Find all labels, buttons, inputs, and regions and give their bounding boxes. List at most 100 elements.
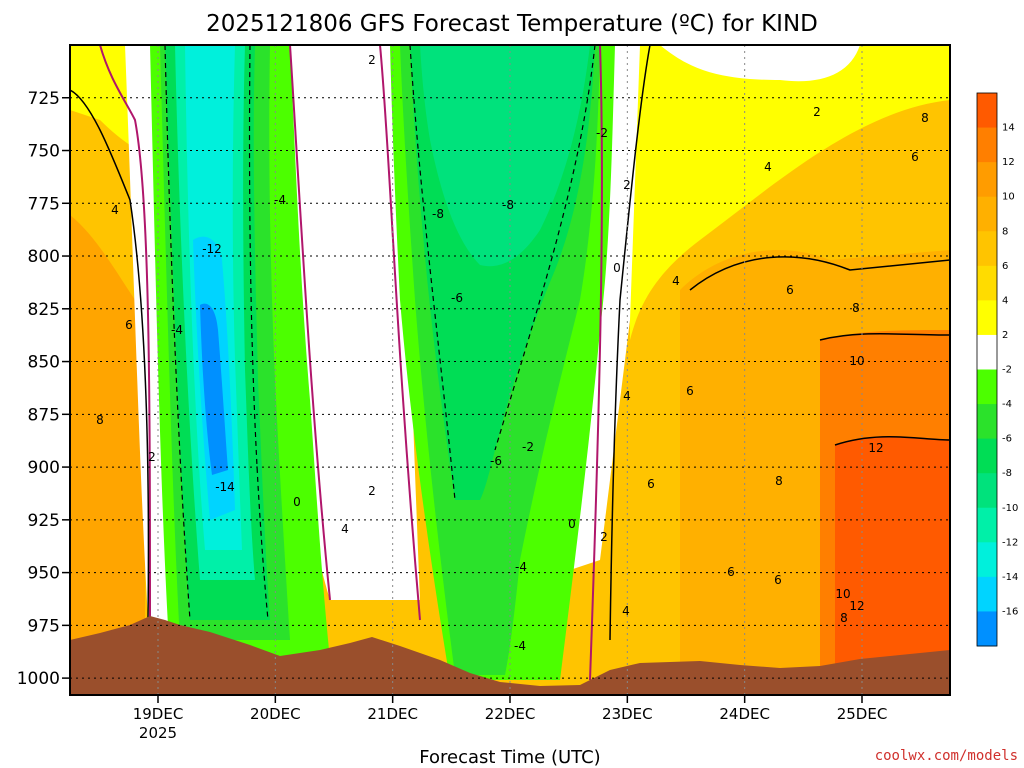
cold-contour-2 bbox=[248, 45, 269, 621]
contour-label: 6 bbox=[727, 565, 735, 579]
colorbar-label: 2 bbox=[1002, 330, 1008, 341]
warm-contour-5 bbox=[834, 436, 950, 446]
contour-label: 6 bbox=[686, 384, 694, 398]
colorbar-label: 14 bbox=[1002, 123, 1015, 134]
contour-label: 0 bbox=[293, 495, 301, 509]
contour-label: 12 bbox=[849, 599, 864, 613]
contour-label: 6 bbox=[786, 283, 794, 297]
contour-label: 10 bbox=[835, 587, 850, 601]
contour-label: -8 bbox=[502, 198, 514, 212]
y-tick-label: 725 bbox=[28, 89, 60, 109]
contour-label: 6 bbox=[911, 150, 919, 164]
contour-label: 2 bbox=[368, 484, 376, 498]
colorbar-swatch bbox=[977, 265, 997, 301]
contour-label: -6 bbox=[490, 454, 502, 468]
warm-band-west bbox=[70, 215, 148, 695]
colorbar-label: -14 bbox=[1002, 572, 1018, 583]
contour-label: -2 bbox=[596, 126, 608, 140]
colorbar-label: -6 bbox=[1002, 434, 1012, 445]
credit-link[interactable]: coolwx.com/models bbox=[875, 748, 1018, 764]
colorbar-swatch bbox=[977, 473, 997, 509]
cold-contour-4 bbox=[494, 45, 596, 451]
contour-label: 4 bbox=[623, 389, 631, 403]
y-tick-label: 850 bbox=[28, 353, 60, 373]
x-tick-label: 22DEC bbox=[485, 705, 536, 723]
y-tick-label: 800 bbox=[28, 247, 60, 267]
contour-label: 0 bbox=[568, 517, 576, 531]
contour-label: -4 bbox=[274, 193, 286, 207]
freezing-contour-4 bbox=[589, 45, 603, 681]
y-tick-label: 950 bbox=[28, 564, 60, 584]
colorbar-label: -10 bbox=[1002, 503, 1018, 514]
contour-label: 8 bbox=[852, 301, 860, 315]
colorbar-swatch bbox=[977, 507, 997, 543]
y-tick-label: 750 bbox=[28, 142, 60, 162]
contour-label: 2 bbox=[813, 105, 821, 119]
x-tick-label: 25DEC bbox=[837, 705, 888, 723]
contour-label: 4 bbox=[341, 522, 349, 536]
freezing-contour-1 bbox=[99, 45, 151, 641]
contour-label: 6 bbox=[647, 477, 655, 491]
contour-label: 6 bbox=[125, 318, 133, 332]
contour-label: -4 bbox=[514, 639, 526, 653]
contour-label: -4 bbox=[171, 323, 183, 337]
contour-label: -2 bbox=[522, 440, 534, 454]
colorbar-label: -4 bbox=[1002, 399, 1012, 410]
warm-contour-3 bbox=[689, 256, 950, 291]
y-tick-label: 975 bbox=[28, 616, 60, 636]
contour-labels: 2 -2 2 -4 -8 -8 4 0 -12 4 6 -4 -6 2 6 4 6 8 8 4 8 -2 6 10 -6 -14 0… bbox=[96, 53, 929, 653]
mild-band-east bbox=[630, 45, 950, 340]
contour-label: 12 bbox=[868, 441, 883, 455]
warm-contour-2 bbox=[609, 45, 651, 641]
contour-label: 2 bbox=[368, 53, 376, 67]
colorbar-label: 12 bbox=[1002, 157, 1015, 168]
x-tick-year: 2025 bbox=[139, 724, 177, 742]
white-band-mid bbox=[280, 45, 420, 600]
x-tick-label: 21DEC bbox=[367, 705, 418, 723]
cold-contour-3 bbox=[409, 45, 456, 501]
colorbar-swatch bbox=[977, 127, 997, 163]
x-tick-label: 19DEC bbox=[133, 705, 184, 723]
contour-label: -4 bbox=[515, 560, 527, 574]
warm-contour-1 bbox=[70, 89, 150, 621]
colorbar-label: -16 bbox=[1002, 606, 1018, 617]
terrain bbox=[70, 616, 950, 695]
cold-contour-1 bbox=[164, 45, 191, 621]
x-tick-label: 20DEC bbox=[250, 705, 301, 723]
y-tick-label: 825 bbox=[28, 300, 60, 320]
contour-label: 10 bbox=[849, 354, 864, 368]
warm-contour-4 bbox=[819, 333, 950, 341]
y-tick-label: 1000 bbox=[17, 669, 60, 689]
colorbar-swatch bbox=[977, 300, 997, 336]
colorbar-label: 8 bbox=[1002, 226, 1008, 237]
colorbar-swatch bbox=[977, 93, 997, 129]
contour-label: -14 bbox=[215, 480, 235, 494]
contour-label: 2 bbox=[623, 178, 631, 192]
y-tick-label: 875 bbox=[28, 405, 60, 425]
y-tick-label: 775 bbox=[28, 194, 60, 214]
colorbar-label: -2 bbox=[1002, 365, 1012, 376]
colorbar-swatch bbox=[977, 231, 997, 267]
colorbar-label: 6 bbox=[1002, 261, 1008, 272]
cold-core-east bbox=[420, 45, 590, 267]
contour-label: 0 bbox=[613, 261, 621, 275]
x-tick-label: 24DEC bbox=[719, 705, 770, 723]
contour-label: -6 bbox=[451, 291, 463, 305]
y-tick-label: 925 bbox=[28, 511, 60, 531]
contour-label: 8 bbox=[775, 474, 783, 488]
colorbar-swatch bbox=[977, 576, 997, 612]
contour-label: 4 bbox=[622, 604, 630, 618]
colorbar-swatch bbox=[977, 611, 997, 647]
colorbar-frame bbox=[976, 92, 998, 647]
x-axis-label: Forecast Time (UTC) bbox=[419, 747, 600, 768]
colorbar: 14 12 10 8 6 4 2 -2 -4 -6 -8 -10 -12 -14 -16 bbox=[976, 92, 1018, 647]
colorbar-swatch bbox=[977, 438, 997, 474]
contour-label: -12 bbox=[202, 242, 222, 256]
contour-label: 8 bbox=[96, 413, 104, 427]
contour-label: 2 bbox=[600, 530, 608, 544]
y-tick-label: 900 bbox=[28, 458, 60, 478]
colorbar-label: 10 bbox=[1002, 192, 1015, 203]
contour-label: 4 bbox=[672, 274, 680, 288]
x-tick-label: 23DEC bbox=[602, 705, 653, 723]
